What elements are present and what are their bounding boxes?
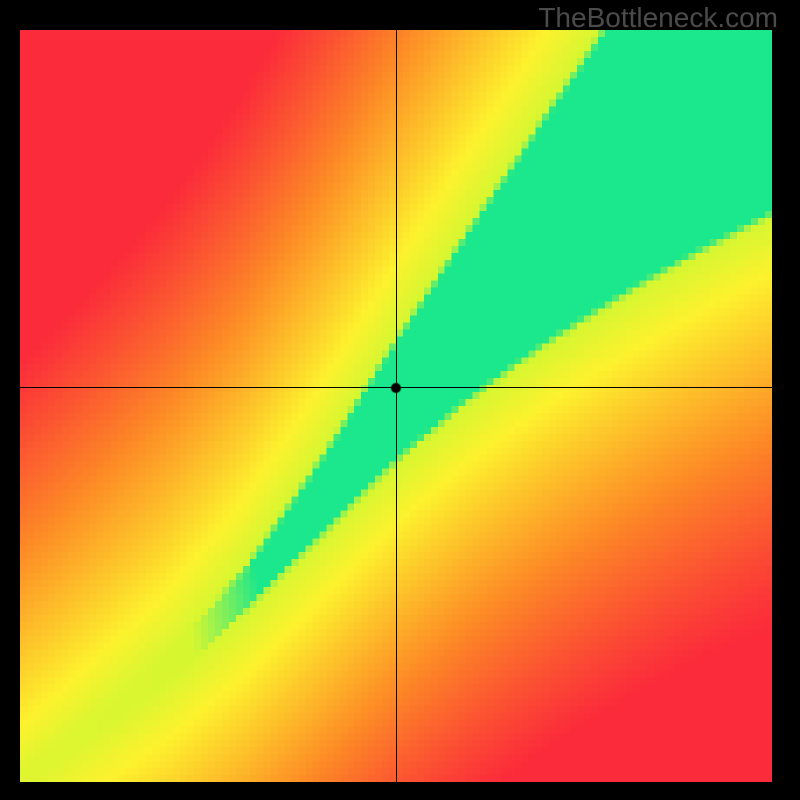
crosshair-vertical <box>396 30 397 782</box>
crosshair-marker <box>390 382 402 394</box>
watermark-text: TheBottleneck.com <box>538 2 778 34</box>
chart-container: TheBottleneck.com <box>0 0 800 800</box>
